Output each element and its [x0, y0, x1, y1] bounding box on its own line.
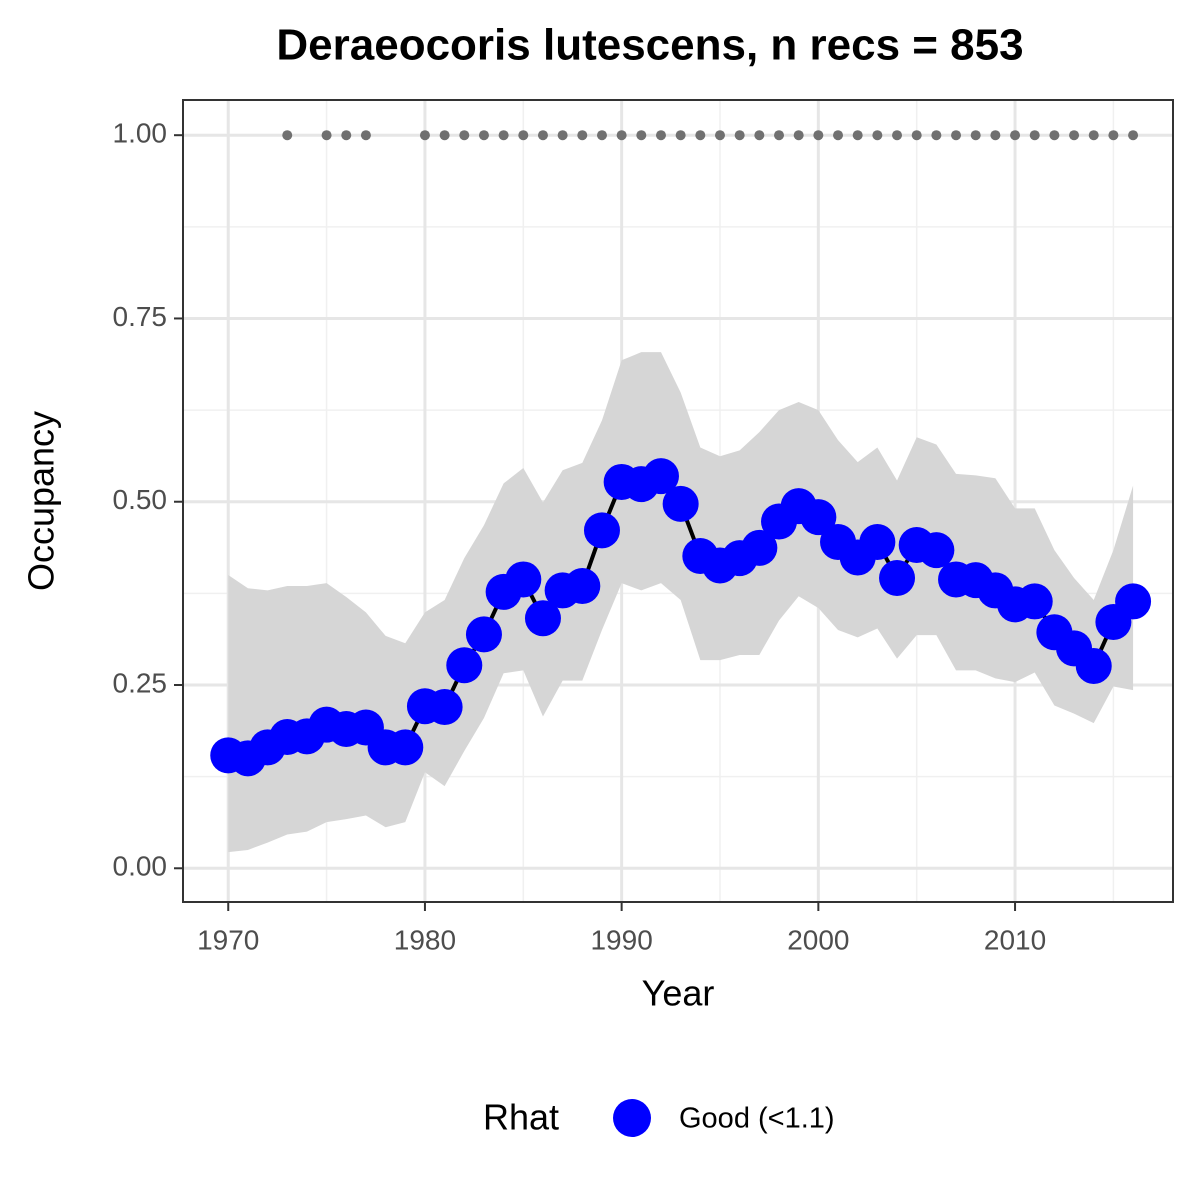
point [662, 485, 699, 522]
point [524, 600, 561, 637]
record-dot [951, 130, 962, 141]
record-dot [341, 130, 352, 141]
record-dot [596, 130, 607, 141]
point [583, 512, 620, 549]
record-dot [537, 130, 548, 141]
record-dot [518, 130, 529, 141]
y-tick-label: 0.50 [113, 484, 168, 515]
y-tick-label: 0.25 [113, 667, 168, 698]
record-dot [990, 130, 1001, 141]
y-tick-label: 0.00 [113, 851, 168, 882]
record-dot [833, 130, 844, 141]
record-dot [734, 130, 745, 141]
record-dot [419, 130, 430, 141]
record-dot [813, 130, 824, 141]
record-dot [1128, 130, 1139, 141]
record-dot [439, 130, 450, 141]
x-tick-label: 1980 [394, 924, 456, 955]
y-tick-label: 0.75 [113, 301, 168, 332]
x-axis-title: Year [642, 973, 715, 1014]
point [505, 561, 542, 598]
point [1115, 583, 1152, 620]
point [387, 729, 424, 766]
point [1016, 583, 1053, 620]
record-dot [774, 130, 785, 141]
legend-title: Rhat [483, 1097, 559, 1138]
record-dot [1029, 130, 1040, 141]
record-dot [636, 130, 647, 141]
record-dot [714, 130, 725, 141]
legend-marker [613, 1099, 651, 1137]
record-dot [1108, 130, 1119, 141]
point [741, 529, 778, 566]
record-dot [793, 130, 804, 141]
record-dot [321, 130, 332, 141]
point [879, 559, 916, 596]
point [465, 616, 502, 653]
record-dot [1069, 130, 1080, 141]
y-axis-title: Occupancy [21, 411, 62, 591]
record-dot [892, 130, 903, 141]
record-dot [282, 130, 293, 141]
record-dot [616, 130, 627, 141]
confidence-band [228, 352, 1134, 853]
record-dot [852, 130, 863, 141]
record-dot [1049, 130, 1060, 141]
record-dot [675, 130, 686, 141]
point [1075, 647, 1112, 684]
y-tick-label: 1.00 [113, 118, 168, 149]
x-tick-label: 1970 [197, 924, 259, 955]
record-dot [695, 130, 706, 141]
chart-title: Deraeocoris lutescens, n recs = 853 [276, 21, 1023, 70]
record-dot [931, 130, 942, 141]
point [426, 688, 463, 725]
x-tick-label: 2000 [787, 924, 849, 955]
record-dot [478, 130, 489, 141]
record-dot [911, 130, 922, 141]
record-dot [970, 130, 981, 141]
record-dot [1010, 130, 1021, 141]
point [564, 568, 601, 605]
record-dot [754, 130, 765, 141]
point [642, 458, 679, 495]
record-dot [360, 130, 371, 141]
record-dot [1088, 130, 1099, 141]
record-dot [577, 130, 588, 141]
point [918, 532, 955, 569]
point [800, 499, 837, 536]
record-dot [498, 130, 509, 141]
record-dot [459, 130, 470, 141]
point [859, 524, 896, 561]
record-dot [872, 130, 883, 141]
record-dot [655, 130, 666, 141]
x-tick-label: 2010 [984, 924, 1046, 955]
record-dot [557, 130, 568, 141]
point [446, 647, 483, 684]
legend-label: Good (<1.1) [679, 1103, 835, 1135]
x-tick-label: 1990 [590, 924, 652, 955]
